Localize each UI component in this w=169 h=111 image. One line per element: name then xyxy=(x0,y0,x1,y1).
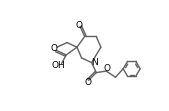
Text: N: N xyxy=(91,58,98,67)
Text: O: O xyxy=(50,44,57,53)
Text: OH: OH xyxy=(52,61,65,70)
Text: O: O xyxy=(84,78,91,87)
Text: O: O xyxy=(104,64,111,73)
Text: O: O xyxy=(75,21,82,30)
